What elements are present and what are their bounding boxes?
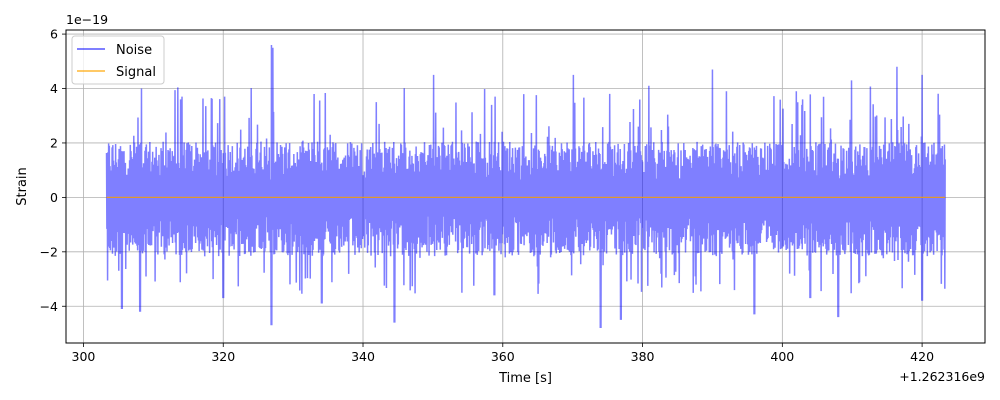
x-tick-label: 360 — [491, 349, 515, 364]
y-tick-label: 6 — [50, 27, 58, 42]
plot-frame — [65, 29, 986, 344]
x-tick-label: 300 — [72, 349, 96, 364]
legend-signal-label: Signal — [116, 65, 156, 80]
x-tick-label: 400 — [770, 349, 794, 364]
x-axis-offset-label: +1.262316e9 — [899, 369, 985, 384]
x-tick-label: 420 — [910, 349, 934, 364]
x-tick-label: 380 — [631, 349, 655, 364]
legend: Noise Signal — [71, 35, 165, 85]
y-axis-ticks: −4 −2 0 2 4 6 — [40, 27, 66, 314]
x-tick-label: 320 — [211, 349, 235, 364]
y-tick-label: 0 — [50, 190, 58, 205]
noise-series-line — [105, 44, 946, 329]
y-axis-label: Strain — [15, 167, 30, 206]
legend-noise-label: Noise — [116, 43, 152, 58]
y-tick-label: −4 — [40, 299, 58, 314]
series-layer — [105, 44, 946, 329]
y-axis-scale-label: 1e−19 — [66, 12, 108, 27]
x-axis-label: Time [s] — [498, 371, 552, 386]
x-axis-ticks: 300 320 340 360 380 400 420 — [72, 343, 934, 364]
y-tick-label: 2 — [50, 135, 58, 150]
y-tick-label: −2 — [40, 244, 58, 259]
x-tick-label: 340 — [351, 349, 375, 364]
y-tick-label: 4 — [50, 81, 58, 96]
